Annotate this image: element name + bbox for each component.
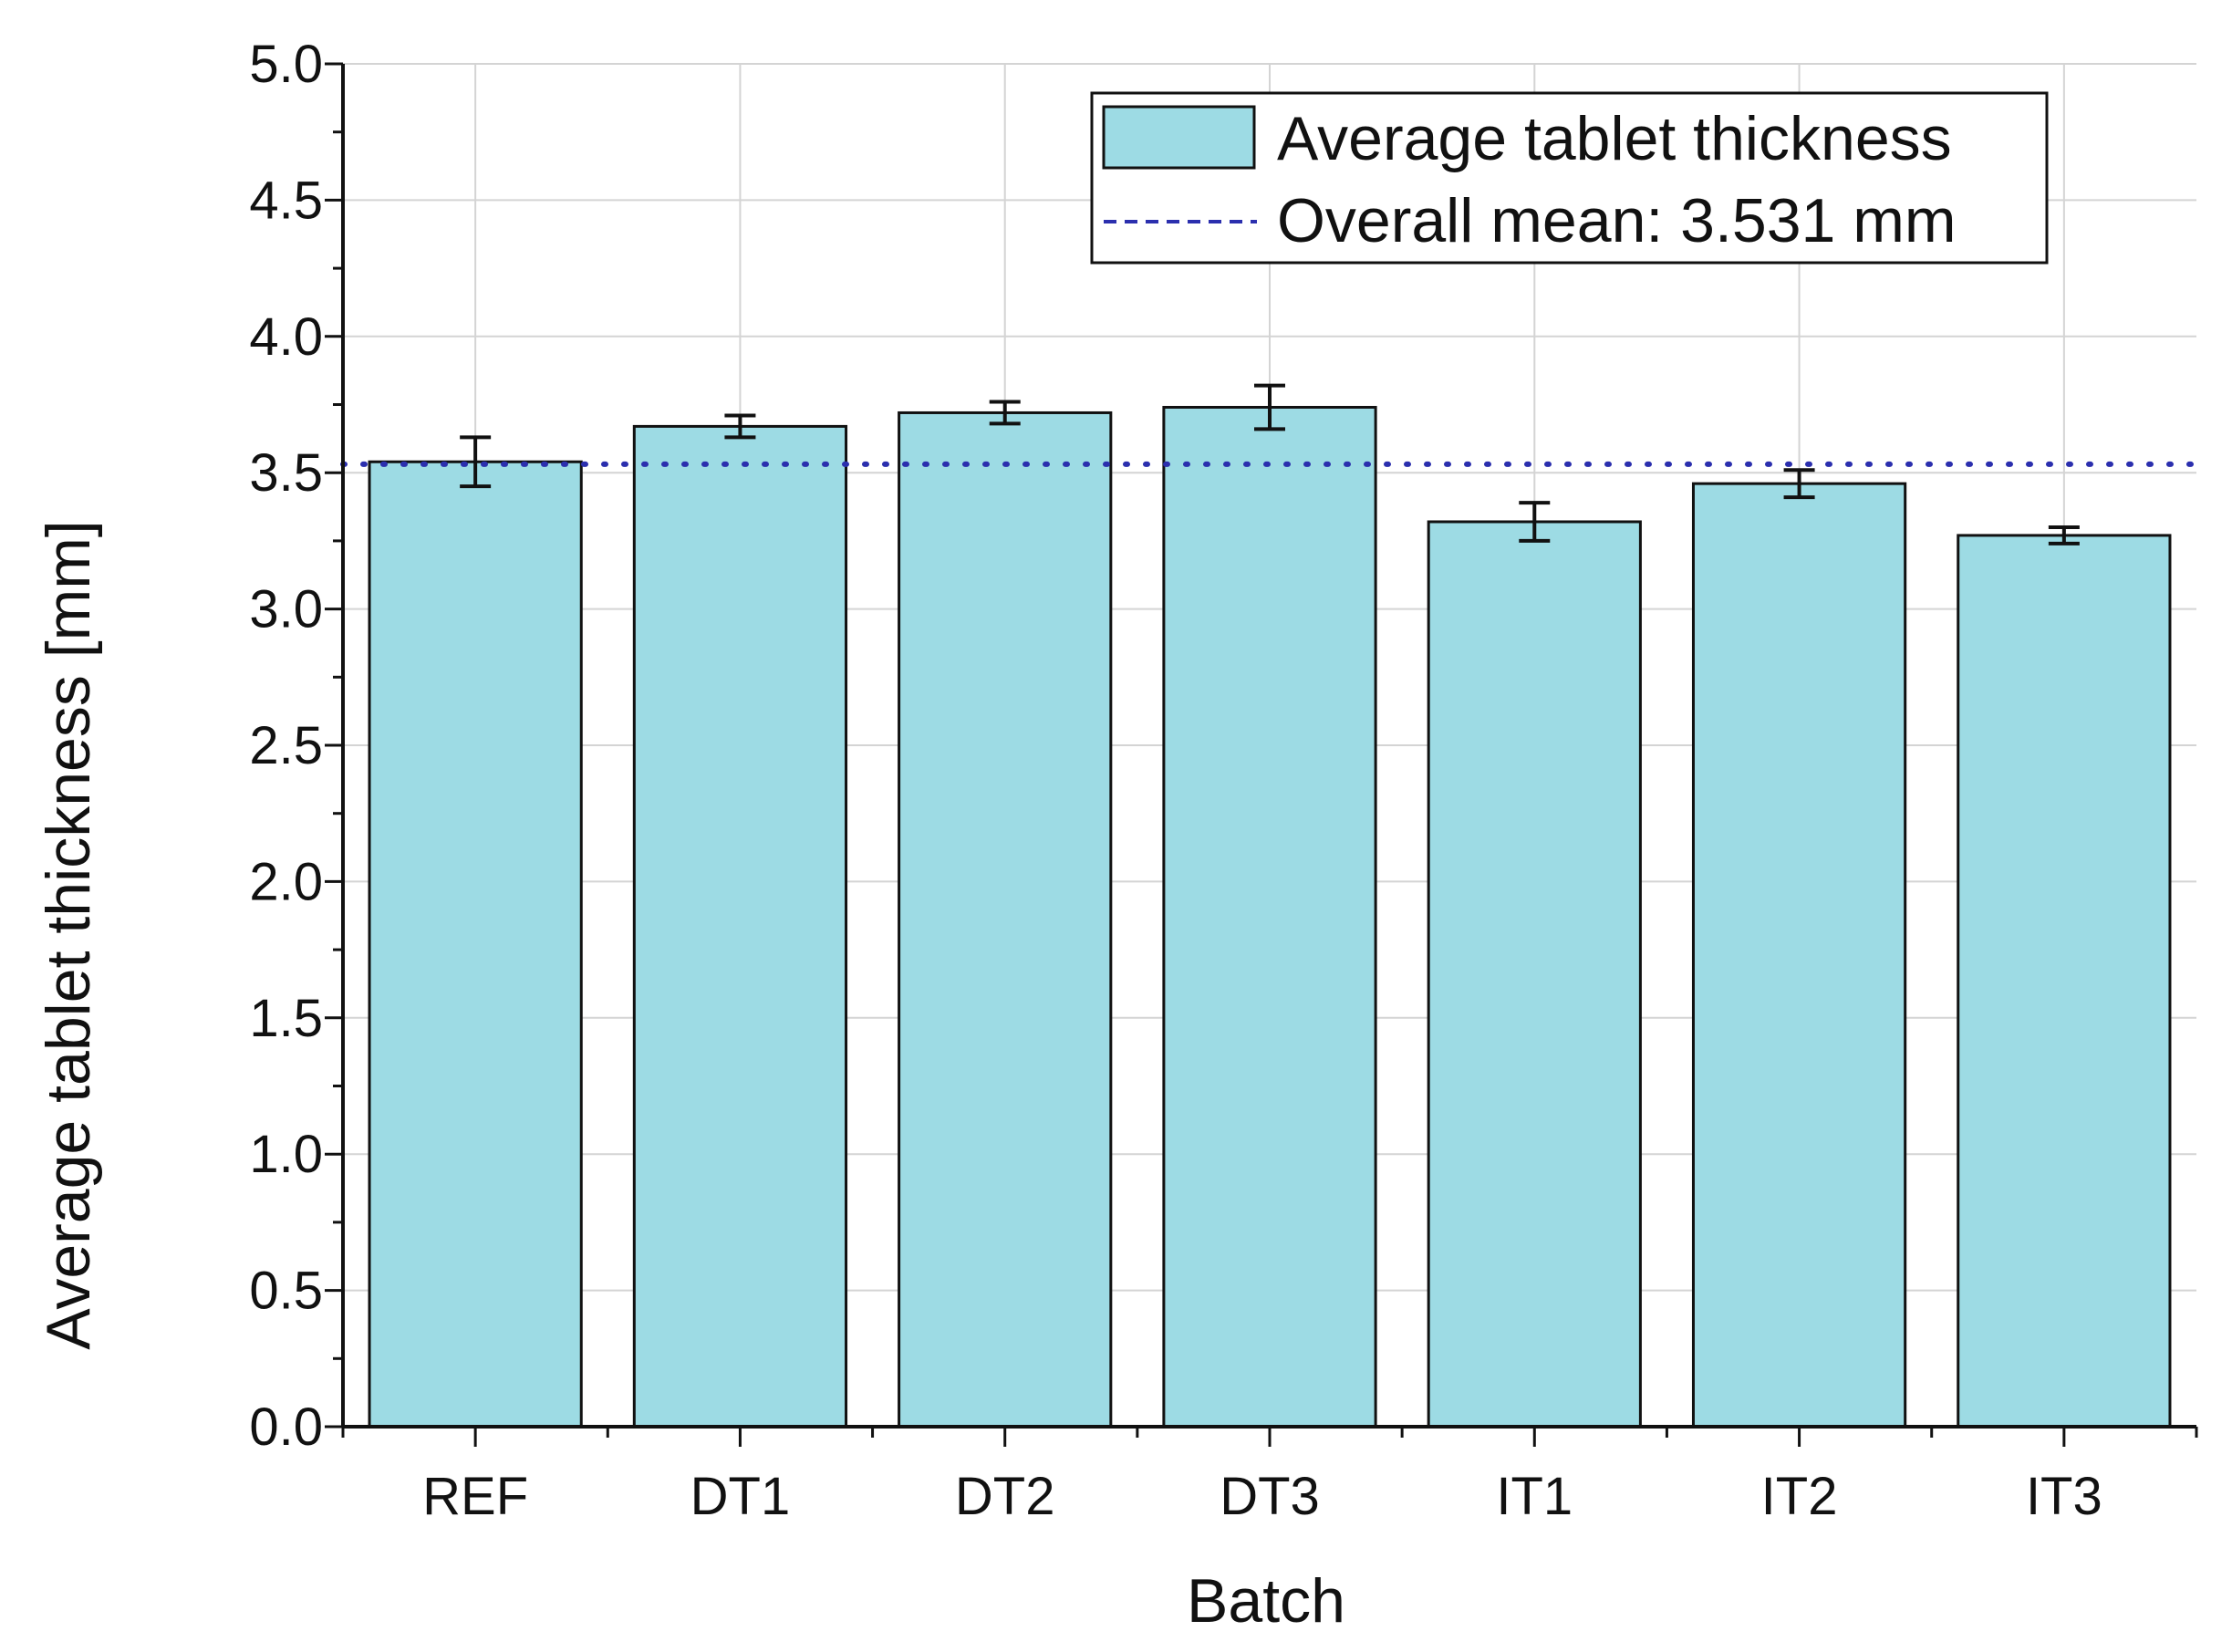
error-bar-ref	[460, 435, 492, 489]
x-tick-label: IT3	[2026, 1467, 2102, 1526]
error-bar-dt1	[724, 413, 756, 440]
error-bar-it3	[2048, 525, 2080, 545]
x-tick-label: DT1	[690, 1467, 791, 1526]
y-tick-label: 4.5	[249, 171, 323, 230]
y-tick-label: 5.0	[249, 35, 323, 94]
labels: Batch Average tablet thickness [mm] 0.0 0…	[34, 35, 2102, 1636]
legend-label-mean: Overall mean: 3.531 mm	[1277, 186, 1957, 255]
y-tick-label: 3.5	[249, 443, 323, 503]
axes	[325, 62, 2198, 1447]
bar-it1	[1427, 520, 1642, 1429]
y-tick-label: 2.0	[249, 852, 323, 911]
y-tick-label: 0.0	[249, 1397, 323, 1457]
bar-dt2	[898, 410, 1113, 1429]
x-tick-label: REF	[422, 1467, 528, 1526]
error-bar-dt3	[1254, 383, 1285, 431]
bar-dt1	[632, 424, 848, 1429]
legend-swatch-bar	[1102, 105, 1256, 170]
x-tick-label: DT2	[955, 1467, 1055, 1526]
x-tick-label: IT2	[1761, 1467, 1838, 1526]
x-tick-label: DT3	[1220, 1467, 1320, 1526]
bar-ref	[368, 460, 583, 1429]
x-tick-label: IT1	[1496, 1467, 1573, 1526]
bar-it3	[1957, 534, 2172, 1429]
y-tick-label: 3.0	[249, 580, 323, 639]
error-bar-it1	[1519, 501, 1551, 543]
y-tick-label: 0.5	[249, 1262, 323, 1321]
error-bars	[460, 383, 2080, 545]
bars	[368, 405, 2172, 1429]
x-axis-title: Batch	[1187, 1566, 1345, 1636]
legend-label-bars: Average tablet thickness	[1277, 104, 1952, 173]
y-tick-label: 1.0	[249, 1125, 323, 1184]
y-axis-title: Average tablet thickness [mm]	[34, 520, 103, 1350]
legend: Average tablet thickness Overall mean: 3…	[1090, 91, 2049, 265]
error-bar-it2	[1783, 468, 1815, 500]
bar-dt3	[1162, 405, 1377, 1429]
y-tick-label: 1.5	[249, 989, 323, 1048]
error-bar-dt2	[989, 400, 1021, 426]
bar-it2	[1691, 482, 1907, 1429]
y-tick-label: 2.5	[249, 716, 323, 775]
y-tick-label: 4.0	[249, 307, 323, 367]
